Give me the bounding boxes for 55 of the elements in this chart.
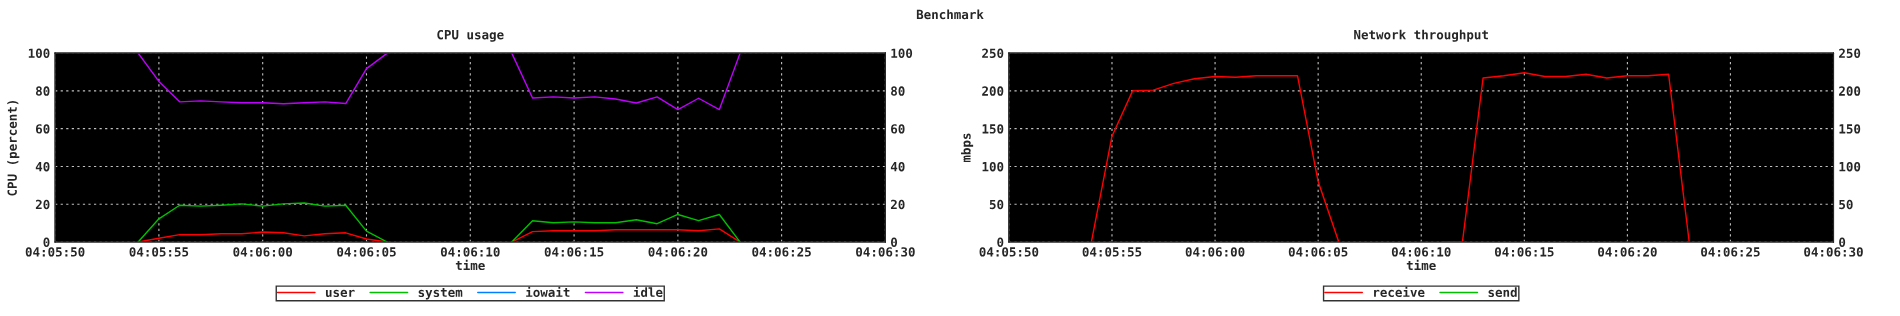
x-tick-label: 04:06:00 xyxy=(233,247,293,257)
y-tick-label: 250 xyxy=(982,48,1004,59)
x-tick-label: 04:06:20 xyxy=(1598,247,1657,257)
x-tick-label: 04:06:05 xyxy=(1288,247,1348,257)
x-tick-label: 04:06:05 xyxy=(337,247,396,257)
x-tick-label: 04:05:55 xyxy=(1082,247,1142,257)
y2-tick-label: 20 xyxy=(890,199,905,210)
x-tick-label: 04:06:00 xyxy=(1185,247,1245,257)
y-tick-label: 0 xyxy=(43,237,50,247)
y-tick-label: 100 xyxy=(28,48,50,59)
y2-tick-label: 80 xyxy=(891,86,905,96)
y-tick-label: 20 xyxy=(35,199,50,210)
legend-label: iowait xyxy=(526,286,570,298)
y2-tick-label: 0 xyxy=(1839,237,1846,247)
legend-label: user xyxy=(325,289,355,298)
x-axis-title: time xyxy=(455,259,485,271)
x-axis-title: time xyxy=(1406,259,1436,271)
legend-label: send xyxy=(1488,287,1517,298)
y-tick-label: 40 xyxy=(35,161,50,172)
x-tick-label: 04:05:50 xyxy=(979,247,1039,257)
chart-title: CPU usage xyxy=(437,29,504,42)
y2-tick-label: 40 xyxy=(890,161,905,172)
x-tick-label: 04:05:55 xyxy=(129,247,189,257)
y2-tick-label: 50 xyxy=(1839,199,1853,210)
y-tick-label: 0 xyxy=(997,237,1004,247)
x-tick-label: 04:06:15 xyxy=(544,247,604,257)
y2-tick-label: 150 xyxy=(1839,124,1861,134)
x-tick-label: 04:06:25 xyxy=(1701,247,1760,257)
y-tick-label: 200 xyxy=(982,86,1004,96)
y2-tick-label: 250 xyxy=(1839,48,1861,59)
x-tick-label: 04:06:20 xyxy=(648,247,708,257)
y2-tick-label: 100 xyxy=(891,48,913,59)
chart-title: Network throughput xyxy=(1354,29,1488,42)
y2-tick-label: 100 xyxy=(1839,161,1861,172)
x-tick-label: 04:06:30 xyxy=(1804,247,1863,257)
y-tick-label: 150 xyxy=(982,124,1004,134)
x-tick-label: 04:06:10 xyxy=(1391,247,1451,257)
x-tick-label: 04:06:25 xyxy=(752,247,811,257)
x-tick-label: 04:06:15 xyxy=(1494,247,1554,257)
y-tick-label: 60 xyxy=(35,124,50,134)
x-tick-label: 04:06:10 xyxy=(440,247,500,257)
legend-label: idle xyxy=(633,286,663,298)
legend-label: receive xyxy=(1374,286,1425,298)
y-axis-title: mbps xyxy=(961,133,974,163)
y-axis-title: CPU (percent) xyxy=(7,100,20,196)
y2-tick-label: 60 xyxy=(891,124,905,134)
y-tick-label: 80 xyxy=(35,86,50,96)
text: Benchmark xyxy=(916,9,984,20)
y2-tick-label: 200 xyxy=(1839,86,1861,96)
x-tick-label: 04:05:50 xyxy=(25,247,85,257)
y-tick-label: 100 xyxy=(982,161,1004,172)
y2-tick-label: 0 xyxy=(891,237,898,247)
x-tick-label: 04:06:30 xyxy=(856,247,915,257)
y-tick-label: 50 xyxy=(989,199,1004,210)
legend-label: system xyxy=(418,288,463,300)
